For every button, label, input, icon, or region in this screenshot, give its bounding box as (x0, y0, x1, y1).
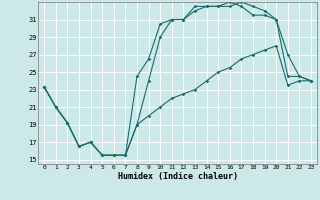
X-axis label: Humidex (Indice chaleur): Humidex (Indice chaleur) (118, 172, 238, 181)
